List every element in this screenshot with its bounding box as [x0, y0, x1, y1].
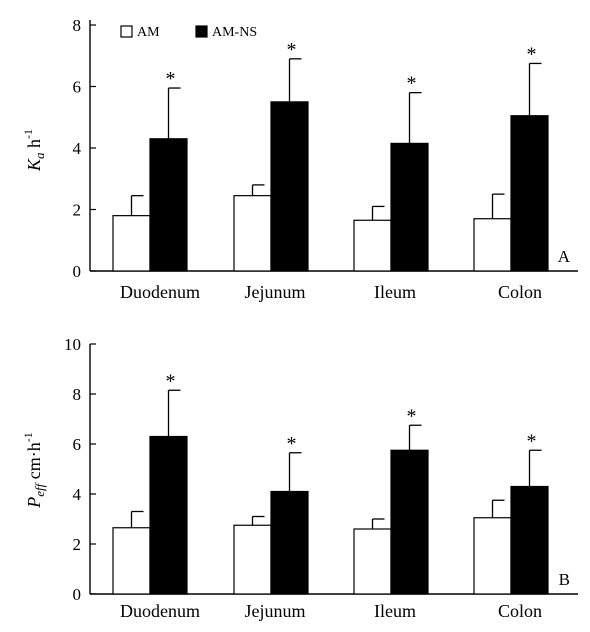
- panel-b-bar-am-ns: [390, 449, 429, 595]
- panel-b-bar-am: [112, 527, 151, 595]
- legend-label-am-ns: AM-NS: [212, 25, 257, 40]
- panel-a-bar-am: [112, 215, 151, 272]
- panel-a-y-axis-label: Ka h-1: [21, 129, 47, 172]
- panel-a-ylabel-unit: h: [24, 139, 44, 153]
- panel-a-bar-am: [353, 219, 392, 272]
- panel-b-significance-marker: *: [166, 370, 176, 392]
- panel-b-bar-am-ns: [270, 490, 309, 595]
- panel-b: 0 2 4 6 8 10 * * * * Duodenum Jejunum Ileum Colon P…: [21, 335, 578, 621]
- legend-swatch-am-ns: [195, 25, 208, 38]
- panel-b-bar-am-ns: [510, 485, 549, 595]
- panel-a-tick-label: 0: [73, 262, 82, 281]
- panel-a: 0 2 4 6 8 * * * * Duodenum Jejunum Ileum Colon Ka …: [21, 16, 578, 302]
- panel-b-bar-am-ns: [149, 435, 188, 595]
- panel-a-tick-label: 4: [73, 139, 82, 158]
- panel-b-tick-label: 0: [73, 585, 82, 604]
- panel-a-bar-am-ns: [270, 101, 309, 272]
- panel-a-bar-am-ns: [149, 138, 188, 272]
- panel-a-tick-label: 6: [73, 78, 82, 97]
- panel-b-tick-label: 2: [73, 535, 82, 554]
- panel-a-category-label: Colon: [498, 282, 542, 302]
- panel-b-category-label: Ileum: [374, 601, 416, 621]
- panel-a-tick-label: 2: [73, 201, 82, 220]
- panel-a-bars: * * * *: [112, 39, 549, 272]
- panel-b-y-axis-label: Peff cm·h-1: [21, 432, 47, 508]
- panel-b-category-label: Colon: [498, 601, 542, 621]
- panel-a-bar-am: [473, 218, 512, 272]
- panel-b-category-label: Jejunum: [245, 601, 306, 621]
- panel-a-ticks: 0 2 4 6 8: [73, 16, 96, 281]
- panel-a-ylabel-main: K: [24, 158, 44, 172]
- panel-b-significance-marker: *: [527, 430, 537, 452]
- panel-a-category-label: Ileum: [374, 282, 416, 302]
- panel-a-significance-marker: *: [287, 39, 297, 61]
- legend: AM AM-NS: [120, 25, 257, 40]
- panel-a-category-label: Duodenum: [120, 282, 200, 302]
- panel-b-tick-label: 10: [64, 335, 81, 354]
- panel-b-bar-am: [233, 524, 272, 595]
- panel-b-category-labels: Duodenum Jejunum Ileum Colon: [120, 601, 542, 621]
- panel-b-ylabel-unit: cm·h: [24, 442, 44, 483]
- legend-label-am: AM: [137, 25, 160, 40]
- panel-b-tick-label: 4: [73, 485, 82, 504]
- panel-a-ylabel-sup: -1: [21, 129, 35, 139]
- panel-b-bar-am: [473, 517, 512, 595]
- panel-b-ylabel-sup: -1: [21, 432, 35, 442]
- panel-b-category-label: Duodenum: [120, 601, 200, 621]
- panel-b-ylabel-main: P: [24, 497, 44, 509]
- panel-b-label: B: [559, 570, 570, 589]
- panel-a-bar-am-ns: [390, 142, 429, 272]
- panel-a-tick-label: 8: [73, 16, 82, 35]
- panel-b-bars: * * * *: [112, 370, 549, 595]
- panel-a-significance-marker: *: [407, 73, 417, 95]
- panel-a-bar-am: [233, 195, 272, 272]
- panel-a-category-labels: Duodenum Jejunum Ileum Colon: [120, 282, 542, 302]
- panel-b-ticks: 0 2 4 6 8 10: [64, 335, 96, 604]
- panel-b-ylabel-sub: eff: [32, 481, 47, 496]
- panel-b-tick-label: 6: [73, 435, 82, 454]
- legend-swatch-am: [120, 25, 133, 38]
- panel-a-label: A: [558, 247, 571, 266]
- panel-a-bar-am-ns: [510, 115, 549, 272]
- panel-b-tick-label: 8: [73, 385, 82, 404]
- panel-b-significance-marker: *: [407, 405, 417, 427]
- panel-b-bar-am: [353, 528, 392, 595]
- panel-a-significance-marker: *: [166, 68, 176, 90]
- panel-a-category-label: Jejunum: [245, 282, 306, 302]
- panel-a-ylabel-sub: a: [32, 152, 47, 159]
- panel-b-significance-marker: *: [287, 433, 297, 455]
- panel-a-significance-marker: *: [527, 43, 537, 65]
